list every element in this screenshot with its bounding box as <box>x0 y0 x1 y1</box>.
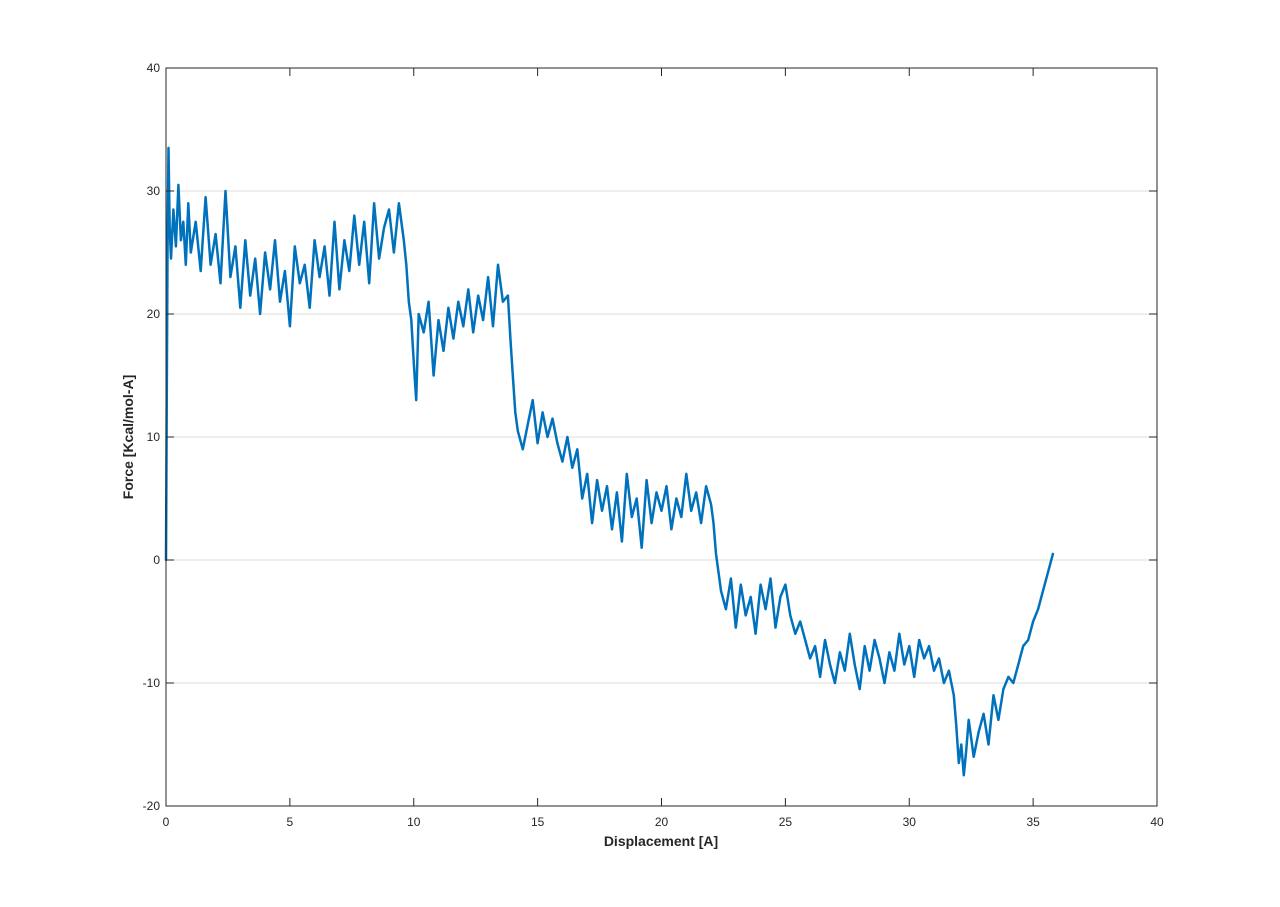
y-axis-label: Force [Kcal/mol-A] <box>120 375 136 499</box>
x-tick-label: 40 <box>1150 815 1164 829</box>
x-tick-label: 15 <box>531 815 545 829</box>
axis-ticks: -20 -10 0 10 20 30 40 0 5 10 15 20 25 30 35 40 <box>143 61 1164 829</box>
y-tick-label: 0 <box>153 553 160 567</box>
x-tick-label: 30 <box>903 815 917 829</box>
plot-area <box>164 146 1055 777</box>
force-series-line <box>164 146 1055 777</box>
y-tick-label: 30 <box>147 184 161 198</box>
y-tick-label: -10 <box>143 676 161 690</box>
y-tick-label: 40 <box>147 61 161 75</box>
x-tick-label: 5 <box>287 815 294 829</box>
x-tick-label: 35 <box>1026 815 1040 829</box>
x-axis-label: Displacement [A] <box>604 833 718 849</box>
y-tick-label: -20 <box>143 799 161 813</box>
x-tick-label: 25 <box>779 815 793 829</box>
grid-lines <box>166 190 1157 684</box>
y-tick-label: 10 <box>147 430 161 444</box>
y-tick-label: 20 <box>147 307 161 321</box>
x-tick-label: 10 <box>407 815 421 829</box>
x-tick-label: 0 <box>163 815 170 829</box>
x-tick-label: 20 <box>655 815 669 829</box>
